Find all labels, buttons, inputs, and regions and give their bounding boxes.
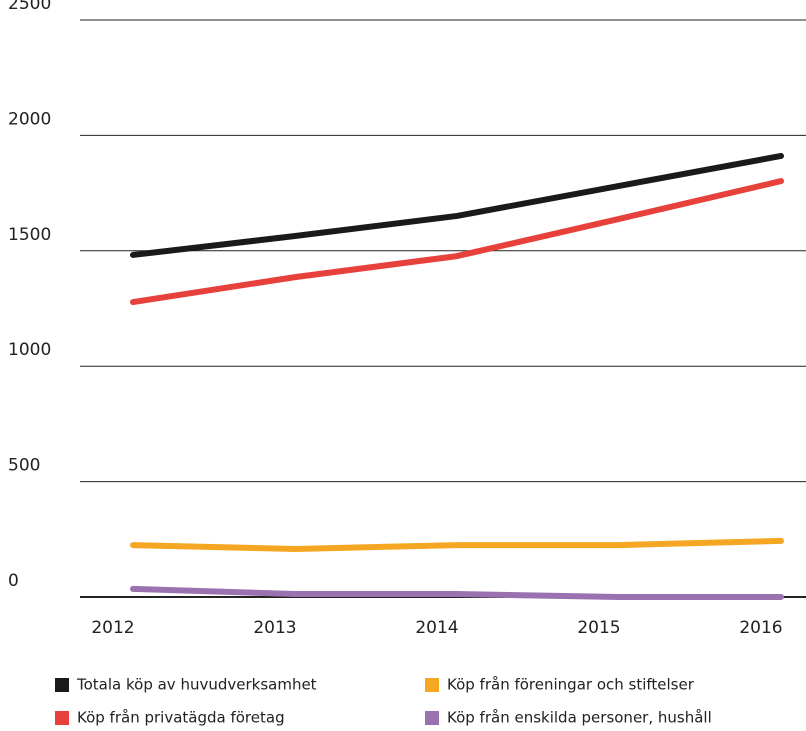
x-tick-label: 2015 <box>577 618 620 638</box>
series-line <box>130 585 784 600</box>
x-tick-label: 2012 <box>91 618 134 638</box>
series-line <box>130 537 784 552</box>
x-tick-label: 2014 <box>415 618 458 638</box>
y-tick-label: 500 <box>8 456 40 476</box>
y-tick-label: 0 <box>8 571 19 591</box>
series-line <box>130 178 784 306</box>
legend-label: Köp från enskilda personer, hushåll <box>447 709 712 727</box>
y-tick-label: 2000 <box>8 109 51 129</box>
legend-label: Totala köp av huvudverksamhet <box>76 676 317 694</box>
legend-swatch <box>55 678 69 692</box>
series-line <box>130 152 784 258</box>
x-tick-label: 2013 <box>253 618 296 638</box>
legend-swatch <box>55 711 69 725</box>
legend: Totala köp av huvudverksamhet Köp från pr… <box>55 676 712 727</box>
y-tick-label: 2500 <box>8 0 51 14</box>
y-tick-label: 1000 <box>8 340 51 360</box>
legend-swatch <box>425 711 439 725</box>
legend-label: Köp från föreningar och stiftelser <box>447 676 695 694</box>
y-tick-label: 1500 <box>8 225 51 245</box>
legend-swatch <box>425 678 439 692</box>
legend-label: Köp från privatägda företag <box>77 709 285 727</box>
x-tick-label: 2016 <box>739 618 782 638</box>
